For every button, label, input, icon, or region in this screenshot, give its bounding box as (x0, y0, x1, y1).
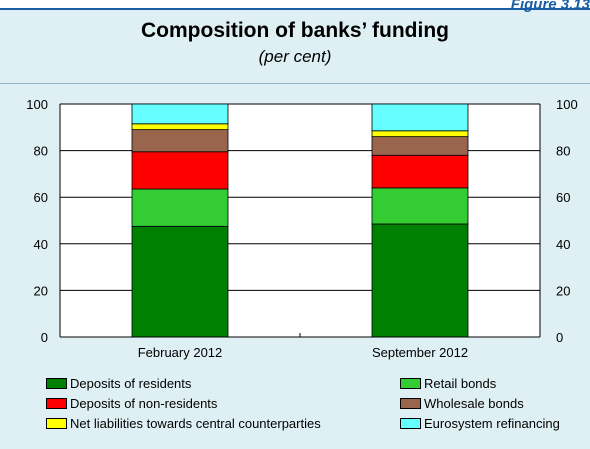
y-tick-label-right: 60 (556, 190, 570, 205)
legend-label: Retail bonds (424, 375, 497, 391)
bar-segment (371, 103, 469, 132)
y-tick-label-right: 40 (556, 237, 570, 252)
bar-segment (131, 103, 229, 125)
figure-label: Figure 3.13 (510, 0, 590, 13)
legend-swatch (400, 377, 421, 389)
bar-segment (131, 225, 229, 338)
legend-label: Net liabilities towards central counterp… (70, 415, 321, 431)
legend-swatch (400, 397, 421, 409)
y-tick-label-right: 80 (556, 144, 570, 159)
bar-segment (371, 223, 469, 338)
legend-entry: Deposits of non-residents (46, 395, 217, 411)
chart-subtitle: (per cent) (258, 47, 332, 66)
legend-swatch (46, 377, 67, 389)
bar-segment (371, 154, 469, 189)
legend-entry: Eurosystem refinancing (400, 415, 560, 431)
y-tick-label-left: 100 (26, 97, 48, 112)
top-rule (0, 8, 590, 10)
legend-swatch (46, 417, 67, 429)
y-tick-label-left: 0 (41, 330, 48, 345)
legend-entry: Deposits of residents (46, 375, 191, 391)
legend-swatch (400, 417, 421, 429)
x-tick-label: February 2012 (138, 345, 223, 360)
x-tick-label: September 2012 (372, 345, 468, 360)
bar-segment (371, 187, 469, 225)
title-divider (0, 83, 590, 84)
legend-entry: Net liabilities towards central counterp… (46, 415, 321, 431)
y-tick-label-right: 20 (556, 283, 570, 298)
chart-title: Composition of banks’ funding (141, 19, 449, 42)
bar-segment (371, 130, 469, 138)
bar-segment (131, 151, 229, 190)
bar-segment (131, 129, 229, 153)
legend-label: Wholesale bonds (424, 395, 524, 411)
y-tick-label-right: 0 (556, 330, 563, 345)
legend-swatch (46, 397, 67, 409)
y-tick-label-left: 20 (34, 283, 48, 298)
bar-segment (371, 136, 469, 156)
legend-entry: Retail bonds (400, 375, 496, 391)
legend-label: Deposits of non-residents (70, 395, 218, 411)
legend-entry: Wholesale bonds (400, 395, 524, 411)
legend-label: Eurosystem refinancing (424, 415, 560, 431)
legend-label: Deposits of residents (70, 375, 192, 391)
y-tick-label-right: 100 (556, 97, 578, 112)
bar-segment (131, 188, 229, 227)
y-tick-label-left: 40 (34, 237, 48, 252)
bar-segment (131, 123, 229, 131)
y-tick-label-left: 80 (34, 144, 48, 159)
y-tick-label-left: 60 (34, 190, 48, 205)
